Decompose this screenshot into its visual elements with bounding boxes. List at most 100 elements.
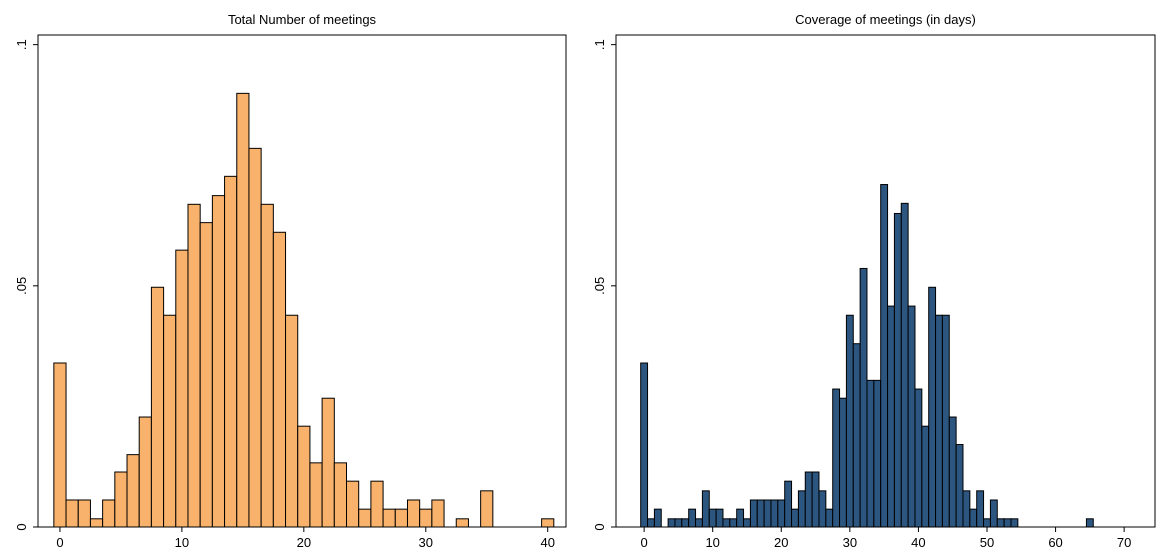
bar	[346, 480, 360, 528]
bar	[777, 499, 786, 528]
bar	[640, 362, 649, 528]
bar	[866, 379, 875, 528]
bar	[681, 518, 690, 528]
bar	[763, 499, 772, 528]
bar	[962, 490, 971, 528]
x-tick-label: 40	[540, 535, 554, 550]
chart-title: Total Number of meetings	[228, 12, 377, 27]
bar	[893, 212, 902, 528]
bar	[825, 508, 834, 528]
bar	[431, 499, 445, 528]
bar	[935, 314, 943, 528]
bar	[859, 267, 868, 528]
bar	[653, 508, 662, 528]
bar	[65, 499, 79, 528]
bar	[285, 314, 299, 528]
x-tick-label: 50	[980, 535, 994, 550]
y-tick-label: .05	[592, 277, 607, 295]
bar	[797, 490, 806, 528]
bar	[832, 388, 841, 528]
plot-frame	[37, 34, 567, 528]
bar	[358, 508, 372, 528]
bar	[873, 379, 882, 528]
x-tick-label: 20	[297, 535, 311, 550]
bar	[406, 499, 421, 528]
bar	[272, 231, 287, 528]
bar	[722, 518, 731, 528]
bar	[880, 184, 889, 528]
bar	[887, 305, 895, 528]
bar	[77, 499, 91, 528]
bar	[715, 508, 724, 528]
y-tick-label: .1	[592, 39, 607, 50]
bar	[309, 462, 323, 528]
bar	[1010, 518, 1019, 528]
x-tick-label: 30	[419, 535, 433, 550]
bar	[260, 203, 274, 528]
bar	[989, 499, 998, 528]
bar	[736, 508, 745, 528]
bar	[480, 490, 494, 528]
bar	[969, 508, 978, 528]
bar	[688, 508, 697, 528]
bar	[382, 508, 396, 528]
bar	[126, 454, 140, 528]
bar	[695, 518, 703, 528]
x-tick-label: 0	[56, 535, 63, 550]
bar	[941, 314, 950, 528]
bar	[370, 480, 384, 528]
bar	[996, 518, 1005, 528]
bar	[455, 518, 469, 528]
y-tick-label: .05	[14, 277, 29, 295]
bar	[175, 249, 189, 528]
bar	[1003, 518, 1012, 528]
bar	[89, 518, 104, 528]
y-tick-label: 0	[14, 523, 29, 530]
x-tick-label: 10	[705, 535, 719, 550]
bar	[1085, 518, 1094, 528]
bar	[53, 362, 67, 528]
bar	[114, 471, 128, 528]
bar	[770, 499, 779, 528]
bar	[187, 203, 201, 528]
bar	[647, 518, 655, 528]
bar	[708, 508, 717, 528]
bar	[852, 343, 861, 528]
bar	[163, 314, 177, 528]
bar	[248, 147, 262, 528]
bar	[321, 397, 335, 528]
bar	[749, 499, 758, 528]
bar	[914, 388, 923, 528]
x-tick-label: 0	[640, 535, 647, 550]
bar	[211, 195, 226, 528]
bar	[756, 499, 765, 528]
x-tick-label: 60	[1048, 535, 1062, 550]
bar	[845, 314, 854, 528]
bar	[541, 518, 555, 528]
x-tick-label: 20	[774, 535, 788, 550]
bar	[907, 305, 916, 528]
bar	[138, 416, 152, 528]
bar	[839, 397, 847, 528]
chart-title: Coverage of meetings (in days)	[795, 12, 976, 27]
bar	[333, 462, 348, 528]
bar	[743, 518, 751, 528]
bar	[976, 490, 985, 528]
bar	[419, 508, 433, 528]
x-tick-label: 40	[911, 535, 925, 550]
bar	[804, 471, 813, 528]
bar	[297, 425, 311, 528]
bar	[791, 508, 799, 528]
bar	[729, 518, 738, 528]
bar	[900, 202, 909, 528]
bar	[199, 222, 213, 528]
x-tick-label: 70	[1117, 535, 1131, 550]
bar	[236, 92, 250, 528]
bar	[955, 444, 964, 528]
x-tick-label: 10	[175, 535, 189, 550]
bar	[674, 518, 683, 528]
bar	[784, 480, 793, 528]
bar	[150, 286, 165, 528]
plot-frame	[615, 34, 1156, 528]
